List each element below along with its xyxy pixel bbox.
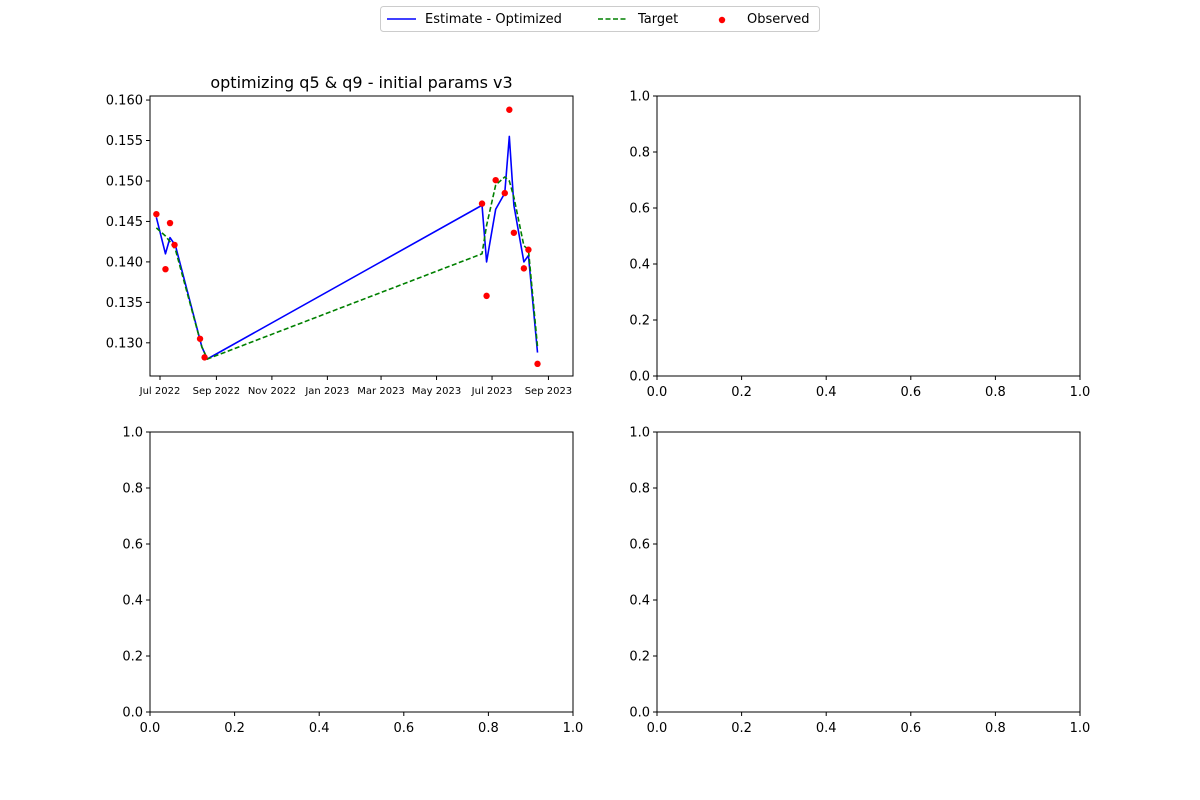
- observed-point: [483, 292, 490, 300]
- x-tick-label: 0.8: [985, 385, 1006, 400]
- subplot-2: 0.0 0.2 0.4 0.6 0.8 1.0 0.0 0.2 0.4 0.6 0.8 1.0: [629, 90, 1090, 401]
- x-tick-label: May 2023: [412, 386, 461, 397]
- subplot-1: optimizing q5 & q9 - initial params v3 Ju…: [106, 73, 574, 397]
- legend-item: Target: [598, 12, 678, 27]
- x-tick-label: 0.6: [393, 721, 414, 736]
- legend-label: Observed: [747, 12, 810, 27]
- x-tick-label: 0.2: [731, 385, 752, 400]
- y-tick-label: 0.0: [629, 370, 650, 385]
- axes-frame: [656, 95, 1081, 377]
- observed-point: [534, 360, 541, 368]
- axes-frame: [149, 431, 574, 713]
- y-tick-label: 0.2: [629, 650, 650, 665]
- y-tick-label: 0.155: [106, 134, 143, 149]
- subplot-3: 0.0 0.2 0.4 0.6 0.8 1.0 0.0 0.2 0.4 0.6 0.8 1.0: [122, 426, 583, 737]
- series-observed: [153, 106, 541, 368]
- y-tick-label: 0.8: [122, 482, 143, 497]
- y-tick-label: 0.160: [106, 94, 143, 109]
- observed-point: [520, 265, 528, 272]
- observed-point: [478, 200, 486, 207]
- legend-item: Observed: [718, 12, 810, 27]
- y-tick-label: 0.0: [122, 706, 143, 721]
- x-tick-label: 1.0: [1070, 721, 1091, 736]
- x-tick-label: 0.8: [985, 721, 1006, 736]
- estimate-line: [155, 135, 539, 360]
- x-tick-label: 0.0: [647, 721, 668, 736]
- y-tick-label: 1.0: [122, 426, 143, 441]
- y-tick-label: 0.6: [629, 202, 650, 217]
- legend-label: Target: [637, 12, 678, 27]
- y-tick-label: 0.8: [629, 482, 650, 497]
- observed-point: [162, 265, 169, 273]
- observed-point: [492, 176, 499, 184]
- observed-point: [166, 219, 174, 227]
- x-tick-label: Sep 2023: [525, 386, 572, 397]
- y-tick-label: 0.4: [629, 258, 650, 273]
- x-tick-label: 0.0: [140, 721, 161, 736]
- y-tick-label: 0.140: [106, 255, 143, 270]
- y-tick-label: 0.4: [629, 594, 650, 609]
- x-tick-label: Jul 2023: [471, 386, 513, 397]
- y-tick-label: 0.0: [629, 706, 650, 721]
- x-tick-label: 0.2: [731, 721, 752, 736]
- x-tick-label: 0.4: [816, 721, 837, 736]
- subplots: optimizing q5 & q9 - initial params v3 Ju…: [106, 73, 1091, 736]
- y-tick-label: 1.0: [629, 90, 650, 105]
- x-tick-label: 0.2: [224, 721, 245, 736]
- observed-point: [506, 106, 513, 113]
- x-tick-label: 0.4: [816, 385, 837, 400]
- y-tick-label: 0.6: [629, 538, 650, 553]
- subplot-title: optimizing q5 & q9 - initial params v3: [210, 73, 512, 92]
- y-tick-label: 0.145: [106, 215, 143, 230]
- y-tick-label: 1.0: [629, 426, 650, 441]
- x-tick-label: 0.4: [309, 721, 330, 736]
- x-tick-label: 0.8: [478, 721, 499, 736]
- legend-marker-observed: [718, 16, 726, 24]
- x-tick-label: Jul 2022: [139, 386, 181, 397]
- y-tick-label: 0.6: [122, 538, 143, 553]
- x-tick-label: 0.6: [900, 721, 921, 736]
- y-tick-label: 0.2: [629, 314, 650, 329]
- observed-point: [201, 354, 208, 361]
- x-tick-label: 1.0: [563, 721, 584, 736]
- observed-point: [196, 335, 204, 342]
- axes-frame: [656, 431, 1081, 713]
- y-tick-label: 0.2: [122, 650, 143, 665]
- legend: Estimate - Optimized Target Observed: [380, 6, 820, 32]
- y-tick-label: 0.150: [106, 174, 143, 189]
- x-tick-label: Nov 2022: [248, 386, 296, 397]
- legend-label: Estimate - Optimized: [425, 12, 562, 27]
- y-tick-label: 0.130: [106, 336, 143, 351]
- y-tick-label: 0.8: [629, 146, 650, 161]
- observed-point: [525, 246, 532, 253]
- axes-frame: [149, 95, 574, 377]
- observed-point: [510, 229, 518, 236]
- y-tick-label: 0.135: [106, 296, 143, 311]
- x-tick-label: Mar 2023: [357, 386, 405, 397]
- x-tick-label: 0.0: [647, 385, 668, 400]
- legend-item: Estimate - Optimized: [387, 12, 562, 27]
- observed-point: [501, 189, 508, 197]
- y-tick-label: 0.4: [122, 594, 143, 609]
- x-tick-label: Jan 2023: [304, 386, 349, 397]
- x-tick-label: 0.6: [900, 385, 921, 400]
- observed-point: [171, 241, 178, 249]
- observed-point: [153, 210, 160, 218]
- subplot-4: 0.0 0.2 0.4 0.6 0.8 1.0 0.0 0.2 0.4 0.6 0.8 1.0: [629, 426, 1090, 737]
- x-tick-label: Sep 2022: [193, 386, 240, 397]
- x-tick-label: 1.0: [1070, 385, 1091, 400]
- plot-area: [153, 106, 541, 368]
